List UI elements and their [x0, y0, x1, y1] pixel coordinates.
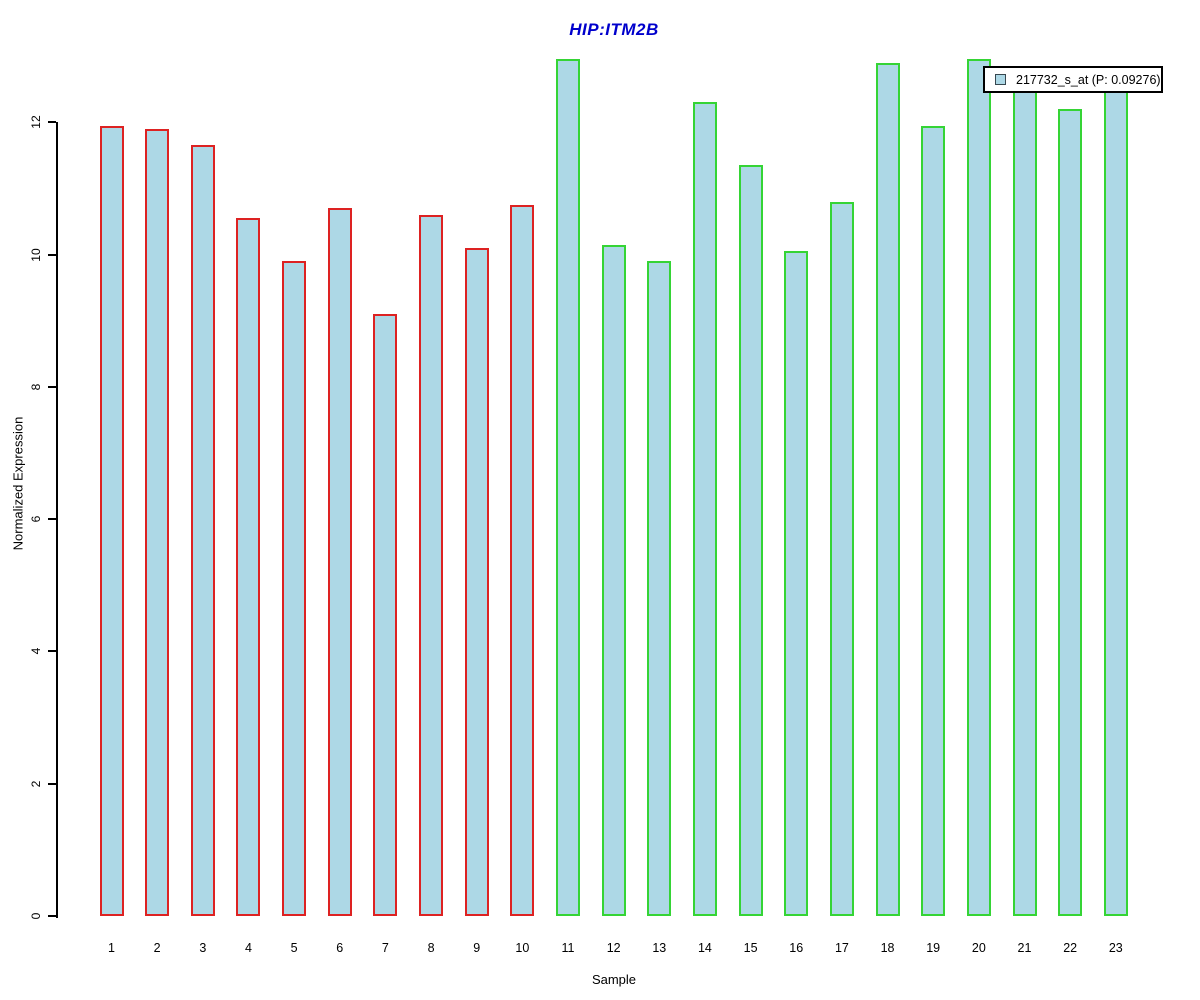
x-tick-label: 11 [561, 941, 575, 955]
legend-swatch-icon [995, 74, 1006, 85]
y-axis-line [56, 122, 58, 918]
legend-label: 217732_s_at (P: 0.09276) [1016, 72, 1161, 87]
x-tick-label: 9 [473, 941, 481, 955]
bar-sample-3 [190, 145, 215, 916]
x-tick-label: 16 [789, 941, 804, 955]
chart-title: HIP:ITM2B [569, 20, 659, 39]
x-tick-label: 18 [880, 941, 895, 955]
bar-sample-1 [99, 125, 124, 916]
legend-box: 217732_s_at (P: 0.09276) [983, 66, 1163, 93]
x-axis-label: Sample [591, 972, 637, 987]
y-tick-label: 0 [29, 912, 43, 920]
bar-sample-23 [1103, 82, 1128, 916]
x-tick-label: 14 [697, 941, 712, 955]
x-tick-label: 6 [336, 941, 344, 955]
x-tick-label: 23 [1108, 941, 1123, 955]
y-tick-mark [48, 385, 56, 388]
y-axis-label: Normalized Expression [10, 416, 26, 551]
y-tick-mark [48, 782, 56, 785]
bar-sample-8 [419, 214, 444, 916]
x-tick-label: 7 [381, 941, 389, 955]
bar-sample-9 [464, 247, 489, 916]
bar-sample-16 [784, 251, 809, 916]
x-tick-label: 4 [244, 941, 252, 955]
bar-sample-10 [510, 204, 535, 916]
x-tick-label: 2 [153, 941, 161, 955]
y-tick-mark [48, 253, 56, 256]
bar-sample-17 [829, 201, 854, 916]
bar-sample-12 [601, 244, 626, 916]
bar-sample-6 [327, 208, 352, 916]
bar-sample-4 [236, 218, 261, 916]
y-tick-label: 6 [29, 515, 43, 523]
bar-sample-7 [373, 314, 398, 916]
bar-sample-11 [556, 59, 580, 916]
x-tick-label: 10 [515, 941, 530, 955]
x-tick-label: 19 [926, 941, 941, 955]
bar-sample-15 [738, 165, 763, 916]
bar-sample-20 [966, 59, 991, 916]
x-tick-label: 1 [108, 941, 115, 955]
x-tick-label: 21 [1017, 941, 1032, 955]
y-tick-mark [48, 915, 56, 917]
bar-sample-13 [647, 261, 672, 916]
y-tick-mark [48, 518, 56, 521]
bar-sample-21 [1012, 82, 1037, 916]
x-tick-label: 3 [199, 941, 207, 955]
x-tick-label: 12 [606, 941, 621, 955]
bar-sample-5 [282, 261, 307, 916]
x-tick-label: 13 [652, 941, 667, 955]
y-tick-label: 4 [29, 648, 43, 655]
y-tick-label: 2 [29, 780, 43, 788]
x-tick-label: 15 [743, 941, 758, 955]
x-tick-label: 22 [1063, 941, 1078, 955]
bar-sample-2 [145, 128, 170, 916]
bar-sample-14 [692, 102, 717, 916]
y-tick-label: 8 [29, 383, 43, 391]
bar-sample-22 [1058, 108, 1083, 916]
x-tick-label: 20 [971, 941, 986, 955]
bar-sample-18 [875, 62, 900, 916]
bar-sample-19 [921, 125, 946, 916]
y-tick-mark [48, 121, 56, 124]
x-tick-label: 17 [834, 941, 849, 955]
y-tick-mark [48, 650, 56, 653]
x-tick-label: 5 [290, 941, 298, 955]
y-tick-label: 10 [29, 247, 43, 262]
y-tick-label: 12 [29, 115, 43, 129]
x-tick-label: 8 [427, 941, 435, 955]
